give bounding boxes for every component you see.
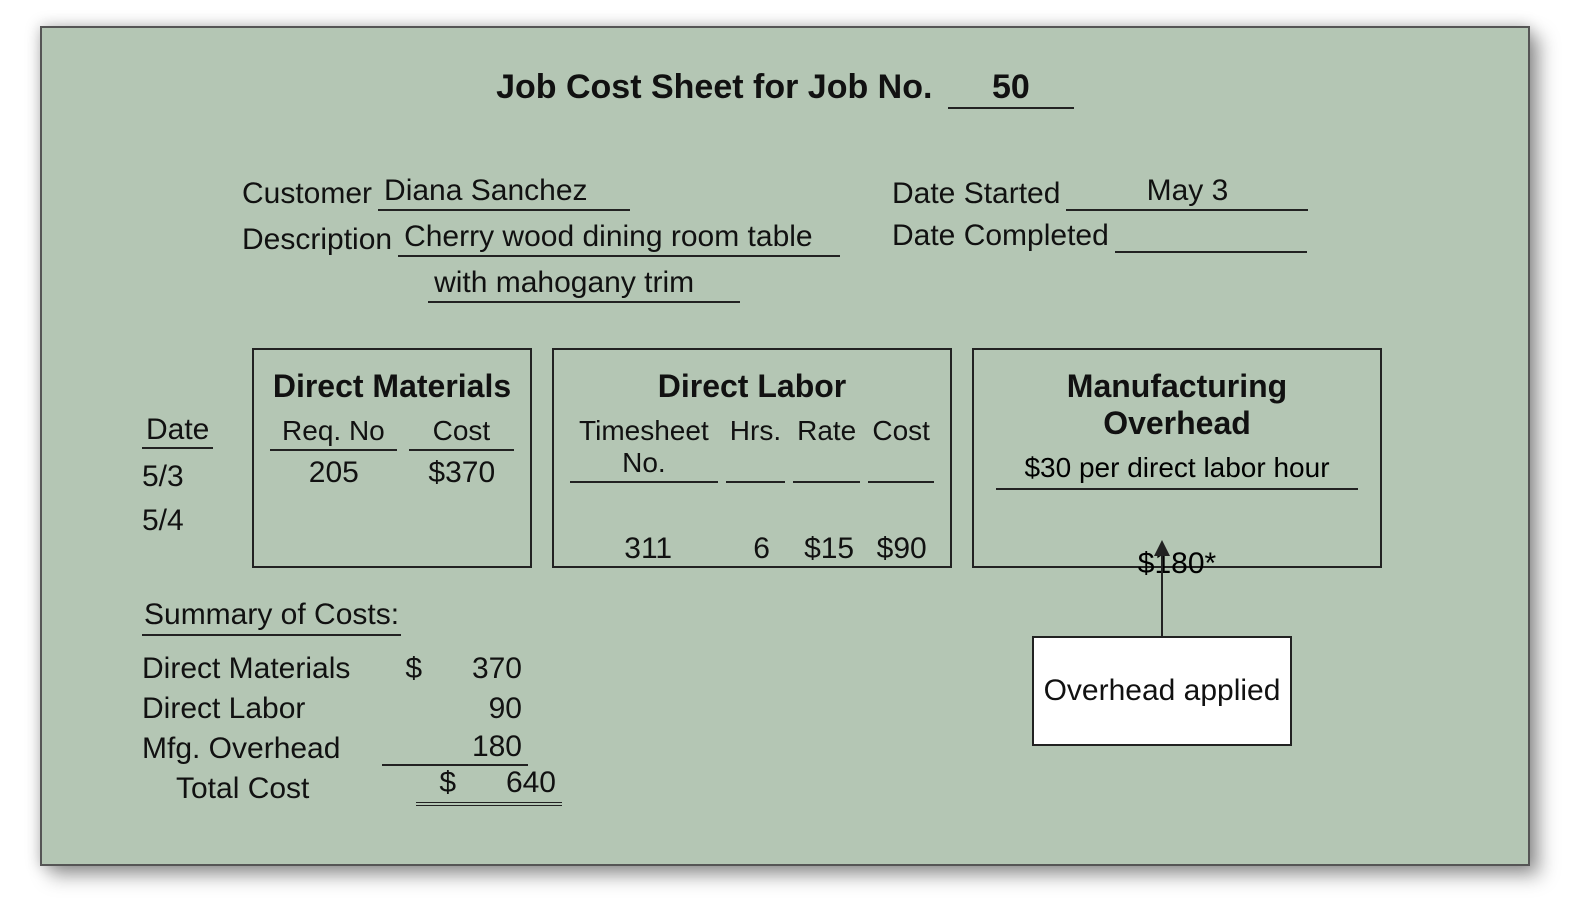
overhead-box: Manufacturing Overhead $30 per direct la… (972, 348, 1382, 568)
customer-value: Diana Sanchez (378, 173, 630, 211)
dl-title: Direct Labor (570, 362, 934, 415)
callout-arrow-icon (1150, 540, 1180, 640)
dl-h-cost: Cost (868, 415, 934, 483)
dm-h-req: Req. No (270, 415, 397, 451)
description-label: Description (242, 223, 398, 257)
direct-labor-box: Direct Labor Timesheet No. Hrs. Rate Cos… (552, 348, 952, 568)
dm-title: Direct Materials (270, 362, 514, 415)
summary-total-label: Total Cost (142, 772, 416, 806)
dl-r2-rate: $15 (797, 532, 862, 566)
mo-rate-line: $30 per direct labor hour (996, 452, 1358, 490)
date-started-row: Date Started May 3 (892, 173, 1308, 211)
dl-header-row: Timesheet No. Hrs. Rate Cost (570, 415, 934, 483)
date-r1: 5/3 (142, 455, 213, 499)
mo-r1 (990, 498, 1364, 542)
page: Job Cost Sheet for Job No. 50 Customer D… (0, 0, 1576, 903)
date-header: Date (142, 413, 213, 449)
customer-label: Customer (242, 177, 378, 211)
dm-r2 (270, 495, 514, 539)
summary-oh-row: Mfg. Overhead 180 (142, 726, 562, 766)
dl-r2-ts: 311 (570, 532, 726, 566)
description-line2: with mahogany trim (428, 265, 740, 303)
dm-header-row: Req. No Cost (270, 415, 514, 451)
date-started-label: Date Started (892, 177, 1066, 211)
summary-header: Summary of Costs: (142, 598, 401, 636)
summary-dm-label: Direct Materials (142, 652, 382, 686)
summary-total-row: Total Cost $ 640 (142, 766, 562, 806)
summary-oh-label: Mfg. Overhead (142, 732, 382, 766)
header-left: Customer Diana Sanchez Description Cherr… (242, 173, 840, 311)
callout-text: Overhead applied (1044, 672, 1281, 710)
summary-dl-val: 90 (422, 692, 528, 726)
sheet-title: Job Cost Sheet for Job No. 50 (42, 68, 1528, 109)
description-line1: Cherry wood dining room table (398, 219, 840, 257)
direct-materials-box: Direct Materials Req. No Cost 205 $370 (252, 348, 532, 568)
dm-r1-cost: $370 (410, 456, 514, 490)
dl-h-rate: Rate (793, 415, 860, 483)
title-prefix: Job Cost Sheet for Job No. (496, 68, 932, 106)
description-row-2: Description with mahogany trim (242, 265, 840, 303)
summary-of-costs: Summary of Costs: Direct Materials $ 370… (142, 598, 562, 806)
job-number: 50 (948, 68, 1074, 109)
dl-h-ts: Timesheet No. (570, 415, 718, 483)
date-completed-value (1115, 251, 1307, 253)
mo-title: Manufacturing Overhead (990, 362, 1364, 452)
date-column: Date 5/3 5/4 (142, 413, 213, 543)
summary-dm-row: Direct Materials $ 370 (142, 646, 562, 686)
description-row: Description Cherry wood dining room tabl… (242, 219, 840, 257)
date-r2: 5/4 (142, 499, 213, 543)
summary-total-sym: $ (416, 766, 456, 806)
summary-total-val: 640 (456, 766, 562, 806)
header-right: Date Started May 3 Date Completed (892, 173, 1308, 261)
dm-h-cost: Cost (409, 415, 514, 451)
customer-row: Customer Diana Sanchez (242, 173, 840, 211)
date-completed-label: Date Completed (892, 219, 1115, 253)
summary-oh-val: 180 (422, 730, 528, 766)
dl-r1 (570, 483, 934, 527)
dm-r1-req: 205 (270, 456, 398, 490)
summary-dl-label: Direct Labor (142, 692, 382, 726)
summary-dl-row: Direct Labor 90 (142, 686, 562, 726)
job-cost-card: Job Cost Sheet for Job No. 50 Customer D… (40, 26, 1530, 866)
dl-r2-hrs: 6 (734, 532, 788, 566)
overhead-applied-callout: Overhead applied (1032, 636, 1292, 746)
summary-dm-val: 370 (422, 652, 528, 686)
dl-r2: 311 6 $15 $90 (570, 527, 934, 571)
summary-dm-sym: $ (382, 652, 422, 686)
dl-h-hrs: Hrs. (726, 415, 785, 483)
date-completed-row: Date Completed (892, 219, 1308, 253)
dm-r1: 205 $370 (270, 451, 514, 495)
date-started-value: May 3 (1066, 173, 1308, 211)
dl-r2-cost: $90 (869, 532, 934, 566)
